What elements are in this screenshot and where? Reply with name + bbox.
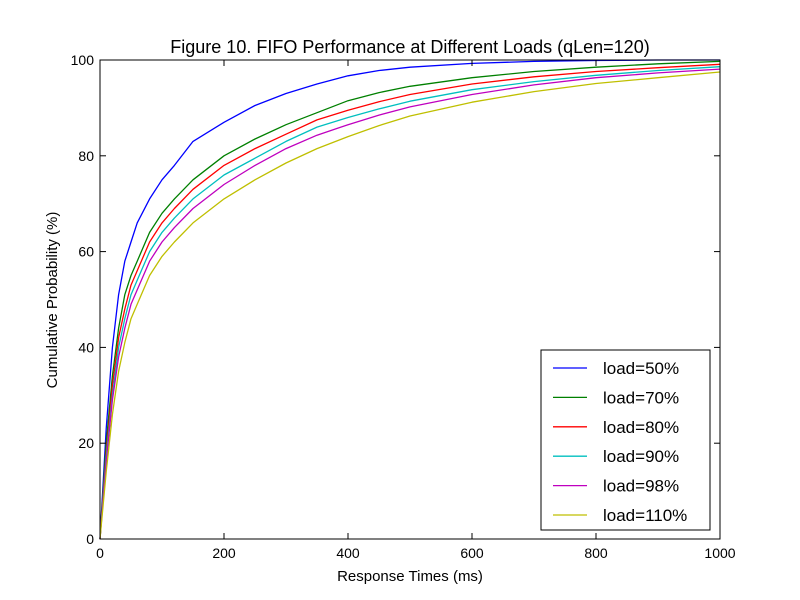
- series-line-2: [99, 60, 721, 540]
- plot-frame: [99, 59, 721, 540]
- x-axis-label: Response Times (ms): [337, 568, 483, 585]
- x-tick-label: 0: [96, 545, 104, 561]
- legend-label-3: load=80%: [603, 418, 679, 437]
- series-line-4: [99, 66, 721, 540]
- x-tick-label: 800: [584, 545, 608, 561]
- y-tick-label: 100: [71, 52, 95, 68]
- x-tick-label: 600: [460, 545, 484, 561]
- y-tick-label: 20: [78, 435, 94, 451]
- legend-box: [540, 349, 711, 531]
- legend-label-4: load=90%: [603, 447, 679, 466]
- x-tick-label: 200: [212, 545, 236, 561]
- x-tick-label: 400: [336, 545, 360, 561]
- series-line-6: [99, 71, 721, 540]
- y-tick-label: 0: [86, 531, 94, 547]
- legend-label-6: load=110%: [603, 506, 687, 525]
- series-line-1: [99, 59, 720, 540]
- y-tick-label: 80: [78, 148, 94, 164]
- legend-label-5: load=98%: [603, 477, 679, 496]
- series-line-3: [99, 63, 721, 540]
- legend: load=50% load=70% load=80% load=90% load=98%…: [540, 349, 711, 531]
- x-tick-label: 1000: [704, 545, 735, 561]
- legend-label-1: load=50%: [603, 359, 679, 378]
- y-tick-label: 60: [78, 244, 94, 260]
- y-tick-label: 40: [78, 339, 94, 355]
- y-axis-label: Cumulative Probability (%): [44, 212, 61, 389]
- chart-title: Figure 10. FIFO Performance at Different…: [170, 37, 649, 57]
- series-layer: [99, 59, 721, 540]
- tick-layer: 0 200 400 600 800 1000 0 20 40 60 80 100: [71, 52, 736, 561]
- series-line-5: [99, 68, 721, 540]
- legend-label-2: load=70%: [603, 388, 679, 407]
